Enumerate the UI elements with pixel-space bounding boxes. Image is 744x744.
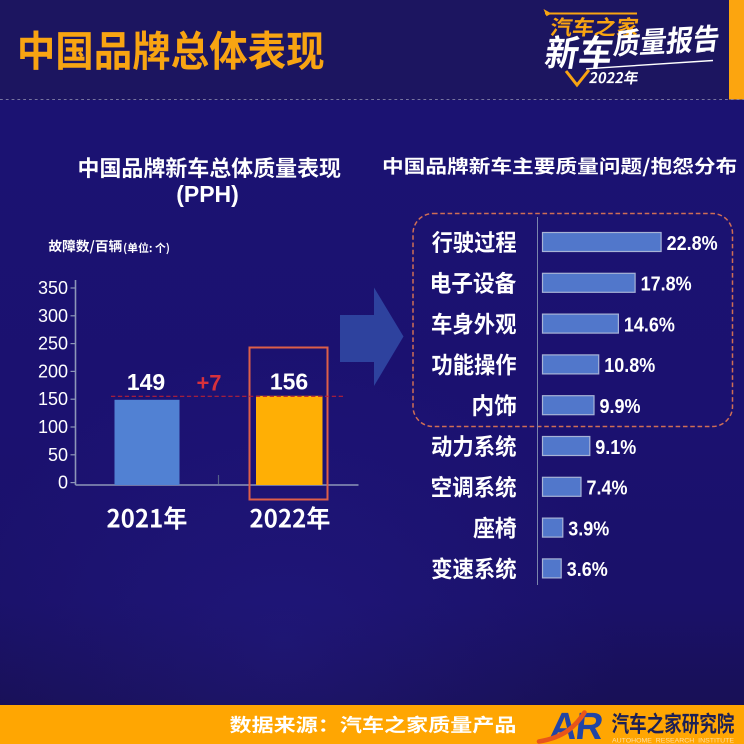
svg-text:3.9%: 3.9% — [568, 518, 609, 540]
svg-text:50: 50 — [48, 445, 68, 465]
svg-text:100: 100 — [38, 417, 68, 437]
svg-text:(PPH): (PPH) — [176, 181, 239, 207]
svg-text:156: 156 — [270, 369, 308, 395]
svg-text:+7: +7 — [196, 371, 221, 396]
svg-text:300: 300 — [38, 306, 68, 326]
svg-text:7.4%: 7.4% — [587, 478, 628, 500]
svg-text:10.8%: 10.8% — [604, 355, 655, 377]
svg-text:9.9%: 9.9% — [600, 396, 641, 418]
svg-text:0: 0 — [58, 473, 68, 493]
svg-text:17.8%: 17.8% — [641, 274, 692, 296]
svg-text:9.1%: 9.1% — [595, 437, 636, 459]
svg-text:250: 250 — [38, 334, 68, 354]
svg-text:150: 150 — [38, 389, 68, 409]
svg-text:AUTOHOME RESEARCH INSTITUTE: AUTOHOME RESEARCH INSTITUTE — [612, 738, 734, 744]
svg-text:14.6%: 14.6% — [624, 314, 675, 336]
svg-text:200: 200 — [38, 361, 68, 381]
svg-text:350: 350 — [38, 278, 68, 298]
svg-text:22.8%: 22.8% — [667, 233, 718, 255]
svg-text:149: 149 — [127, 369, 165, 395]
svg-text:3.6%: 3.6% — [567, 559, 608, 581]
